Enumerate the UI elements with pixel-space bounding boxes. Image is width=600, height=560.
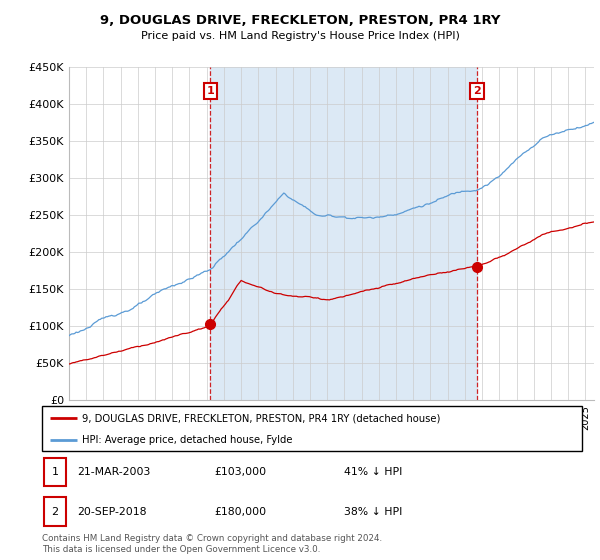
Text: Price paid vs. HM Land Registry's House Price Index (HPI): Price paid vs. HM Land Registry's House …	[140, 31, 460, 41]
Text: £180,000: £180,000	[215, 507, 267, 517]
Text: 38% ↓ HPI: 38% ↓ HPI	[344, 507, 403, 517]
Text: 21-MAR-2003: 21-MAR-2003	[77, 467, 151, 477]
Text: 9, DOUGLAS DRIVE, FRECKLETON, PRESTON, PR4 1RY (detached house): 9, DOUGLAS DRIVE, FRECKLETON, PRESTON, P…	[83, 413, 441, 423]
Text: £103,000: £103,000	[215, 467, 267, 477]
Text: 1: 1	[52, 467, 58, 477]
Text: 1: 1	[206, 86, 214, 96]
Text: 41% ↓ HPI: 41% ↓ HPI	[344, 467, 403, 477]
Text: 2: 2	[473, 86, 481, 96]
Bar	[44, 458, 67, 487]
Text: 9, DOUGLAS DRIVE, FRECKLETON, PRESTON, PR4 1RY: 9, DOUGLAS DRIVE, FRECKLETON, PRESTON, P…	[100, 14, 500, 27]
Text: HPI: Average price, detached house, Fylde: HPI: Average price, detached house, Fyld…	[83, 436, 293, 446]
Text: 2: 2	[52, 507, 59, 517]
Bar	[44, 497, 67, 526]
Text: Contains HM Land Registry data © Crown copyright and database right 2024.
This d: Contains HM Land Registry data © Crown c…	[42, 534, 382, 554]
Text: 20-SEP-2018: 20-SEP-2018	[77, 507, 146, 517]
